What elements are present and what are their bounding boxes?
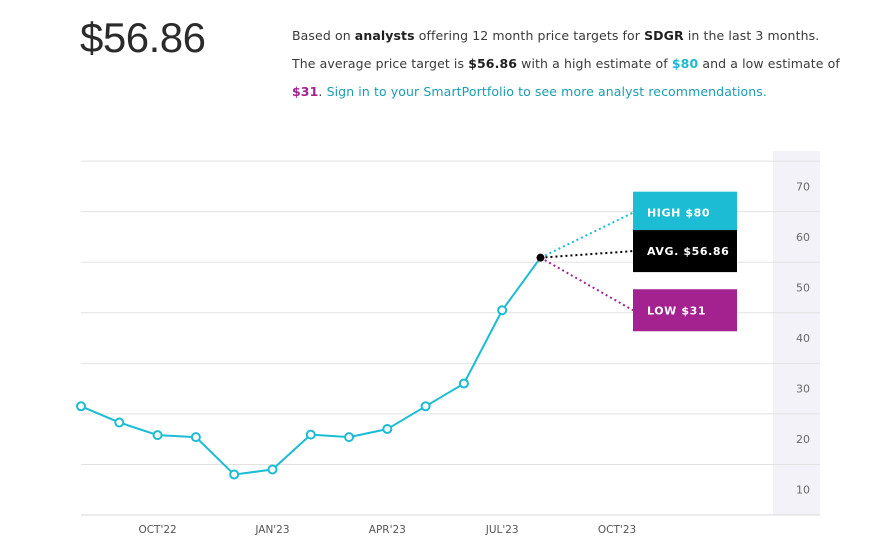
price-point <box>190 432 201 443</box>
summary-high: $80 <box>671 56 699 71</box>
price-line <box>80 257 542 476</box>
price-point <box>152 430 163 441</box>
x-tick-label: OCT'23 <box>598 524 636 536</box>
forecast-line <box>540 250 634 259</box>
y-tick-label: 50 <box>796 282 810 295</box>
y-tick-label: 10 <box>796 484 810 497</box>
y-tick-label: 30 <box>796 383 810 396</box>
price-point <box>497 305 508 316</box>
forecast-label-box <box>633 230 737 273</box>
price-point <box>229 469 240 480</box>
price-point <box>382 424 393 435</box>
y-tick-label: 40 <box>796 332 810 345</box>
summary-text: offering 12 month price targets for <box>414 28 645 43</box>
y-tick-label: 70 <box>796 180 810 193</box>
summary-text: and a low estimate of <box>698 56 840 71</box>
summary-text: Based on <box>292 28 355 43</box>
analyst-summary: Based on analysts offering 12 month pric… <box>292 22 852 106</box>
forecast-label: AVG. $56.86 <box>647 245 729 258</box>
forecast-label-box <box>633 289 737 332</box>
average-price-target: $56.86 <box>80 14 206 61</box>
x-tick-label: JUL'23 <box>485 524 519 536</box>
summary-text: . <box>318 84 327 99</box>
x-tick-label: APR'23 <box>369 524 406 536</box>
price-point <box>344 432 355 443</box>
summary-analysts: analysts <box>354 28 415 43</box>
y-tick-label: 60 <box>796 231 810 244</box>
y-tick-label: 20 <box>796 433 810 446</box>
signin-link[interactable]: Sign in to your SmartPortfolio to see mo… <box>326 84 767 99</box>
x-tick-label: JAN'23 <box>254 524 289 536</box>
summary-avg: $56.86 <box>468 56 518 71</box>
summary-text: in the last 3 months. <box>683 28 820 43</box>
summary-text: The average price target is <box>292 56 469 71</box>
forecast-line <box>539 256 634 312</box>
forecast-label: HIGH $80 <box>647 207 710 220</box>
summary-low: $31 <box>292 84 319 99</box>
price-point <box>458 378 469 389</box>
price-point <box>305 429 316 440</box>
price-point <box>114 417 125 428</box>
summary-text: with a high estimate of <box>517 56 672 71</box>
current-price-point <box>536 253 545 262</box>
summary-ticker: SDGR <box>644 28 684 43</box>
forecast-line <box>540 211 634 259</box>
x-tick-label: OCT'22 <box>138 524 176 536</box>
forecast-label: LOW $31 <box>647 304 706 317</box>
price-point <box>267 464 278 475</box>
price-point <box>420 401 431 412</box>
forecast-label-box <box>633 191 737 234</box>
price-point <box>76 401 86 412</box>
